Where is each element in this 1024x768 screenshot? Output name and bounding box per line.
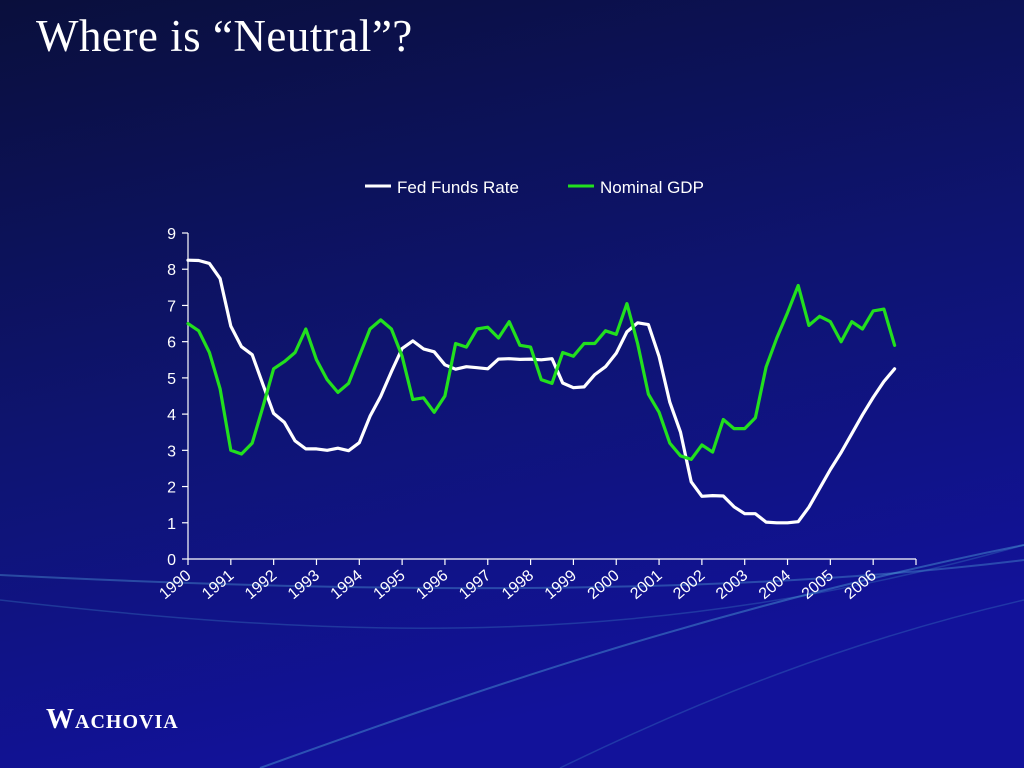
series-line-nominal-gdp — [186, 283, 897, 461]
x-tick-label: 1991 — [199, 567, 237, 603]
y-tick-label: 6 — [167, 335, 176, 352]
logo-rest: ACHOVIA — [75, 711, 179, 733]
x-tick-label: 2000 — [585, 567, 623, 603]
x-tick-label: 2001 — [627, 567, 665, 603]
series-layer — [186, 258, 897, 525]
y-tick-label: 4 — [167, 407, 176, 424]
series-line-fed-funds-rate — [186, 258, 897, 525]
slide-title: Where is “Neutral”? — [36, 11, 413, 61]
y-tick-label: 9 — [167, 226, 176, 243]
x-tick-label: 1998 — [499, 567, 537, 603]
legend-item-nominal-gdp: Nominal GDP — [568, 178, 704, 197]
x-tick-label: 2002 — [670, 567, 708, 603]
x-tick-label: 2006 — [842, 567, 880, 603]
x-tick-label: 1997 — [456, 567, 494, 603]
y-tick-label: 0 — [167, 552, 176, 569]
x-tick-label: 1995 — [370, 567, 408, 603]
legend-item-fed-funds-rate: Fed Funds Rate — [365, 178, 519, 197]
x-axis: 1990 1991 1992 1993 1994 1995 1996 1997 1998 1999… — [156, 558, 917, 603]
x-tick-label: 1990 — [156, 567, 194, 603]
y-tick-label: 8 — [167, 262, 176, 279]
legend-label-nominal-gdp: Nominal GDP — [600, 178, 704, 197]
y-tick-label: 3 — [167, 443, 176, 460]
x-tick-label: 1996 — [413, 567, 451, 603]
y-tick-label: 2 — [167, 480, 176, 497]
x-tick-label: 2005 — [799, 567, 837, 603]
legend: Fed Funds Rate Nominal GDP — [365, 178, 704, 197]
x-tick-label: 2004 — [756, 567, 794, 603]
x-tick-label: 1994 — [328, 567, 366, 603]
legend-label-fed-funds-rate: Fed Funds Rate — [397, 178, 519, 197]
x-tick-label: 1993 — [285, 567, 323, 603]
x-tick-label: 1992 — [242, 567, 280, 603]
y-axis: 0 1 2 3 4 5 6 7 8 9 — [167, 226, 189, 569]
y-tick-label: 7 — [167, 298, 176, 315]
logo-initial: W — [46, 704, 75, 735]
wachovia-logo: WACHOVIA — [46, 704, 179, 736]
x-tick-label: 1999 — [542, 567, 580, 603]
x-tick-label: 2003 — [713, 567, 751, 603]
y-tick-label: 1 — [167, 516, 176, 533]
y-tick-label: 5 — [167, 371, 176, 388]
